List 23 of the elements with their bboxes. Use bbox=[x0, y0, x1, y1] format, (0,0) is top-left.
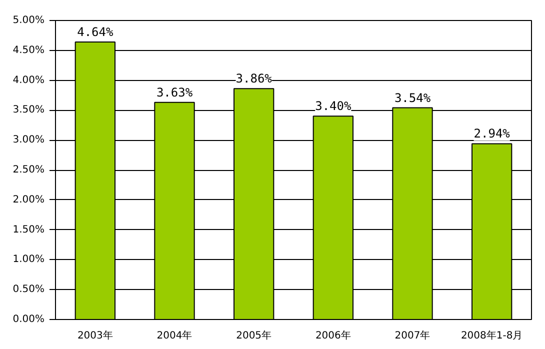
x-tick-label: 2005年 bbox=[236, 330, 272, 342]
data-label: 3.63% bbox=[156, 85, 194, 100]
y-tick-label: 2.00% bbox=[12, 194, 45, 206]
data-label: 3.54% bbox=[394, 90, 432, 105]
y-tick-label: 0.50% bbox=[12, 284, 45, 296]
x-tick-label: 2008年1-8月 bbox=[460, 330, 523, 342]
x-tick-label: 2007年 bbox=[394, 330, 430, 342]
y-tick-label: 3.50% bbox=[12, 104, 45, 116]
data-label: 3.40% bbox=[315, 99, 352, 114]
data-label: 4.64% bbox=[77, 25, 114, 40]
y-tick-label: 1.50% bbox=[12, 224, 45, 236]
y-tick-label: 5.00% bbox=[12, 15, 45, 26]
y-tick-label: 3.00% bbox=[12, 134, 45, 146]
x-tick-label: 2006年 bbox=[315, 330, 351, 342]
data-label: 2.94% bbox=[474, 126, 511, 141]
y-tick-label: 4.00% bbox=[12, 74, 45, 86]
y-tick-label: 4.50% bbox=[12, 44, 45, 56]
x-tick-label: 2004年 bbox=[156, 330, 192, 342]
y-tick-label: 2.50% bbox=[12, 164, 45, 176]
y-tick-label: 1.00% bbox=[12, 254, 45, 266]
x-tick-label: 2003年 bbox=[77, 330, 113, 342]
y-tick-label: 0.00% bbox=[12, 314, 45, 325]
data-label: 3.86% bbox=[236, 72, 273, 86]
